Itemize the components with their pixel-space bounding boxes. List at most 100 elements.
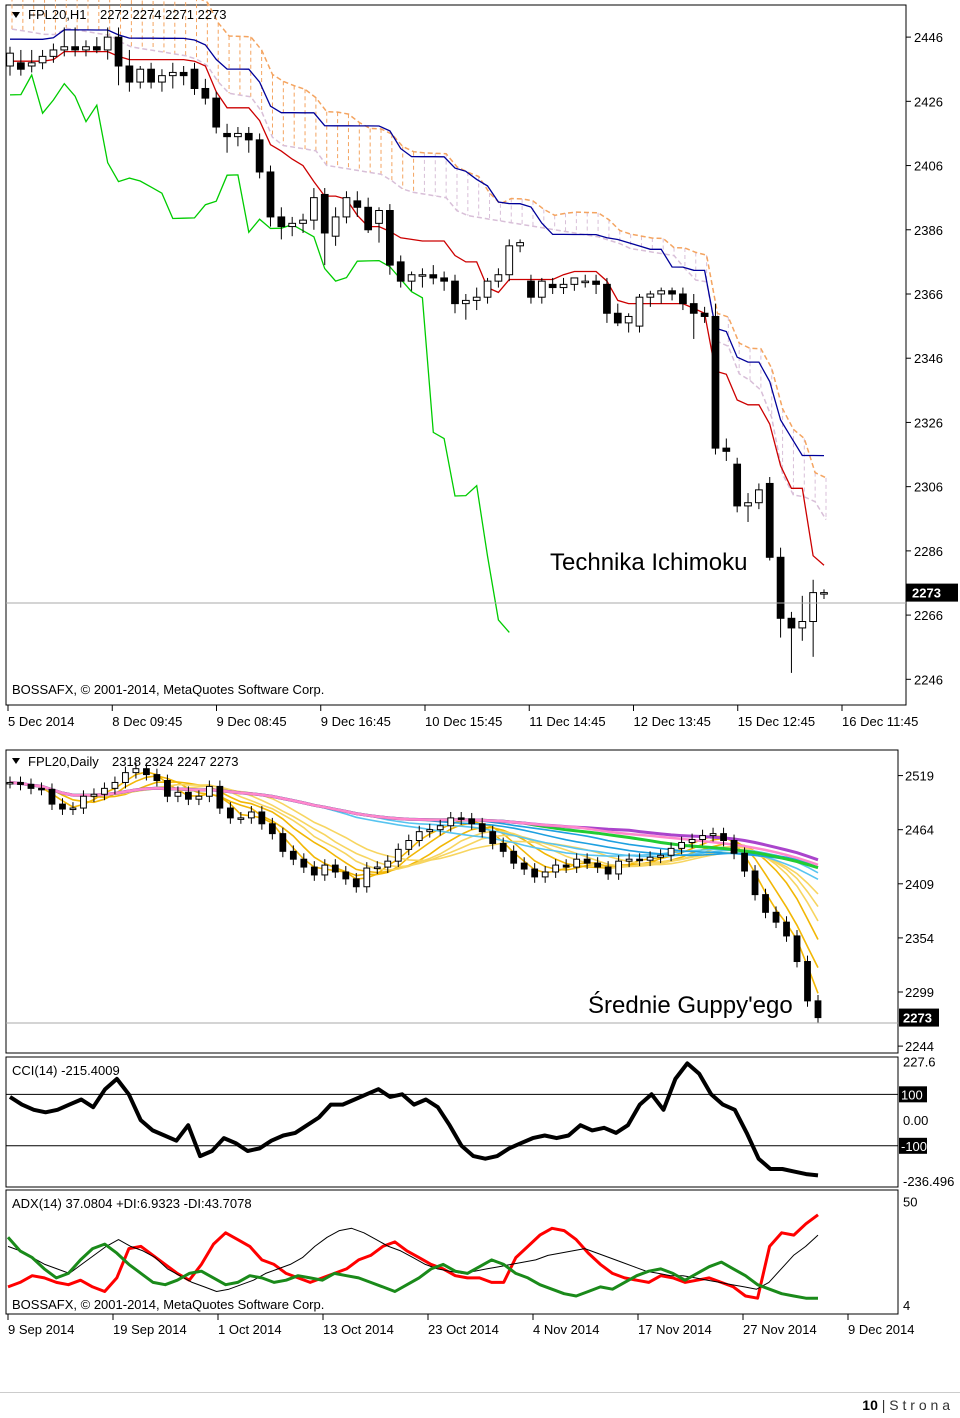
candle-body: [744, 502, 752, 507]
candle-body: [468, 818, 476, 825]
candle-body: [48, 788, 56, 805]
ichimoku-copyright: BOSSAFX, © 2001-2014, MetaQuotes Softwar…: [12, 682, 324, 697]
x-tick-label: 12 Dec 13:45: [634, 714, 711, 729]
candle-body: [461, 299, 470, 305]
page-number: 10 | S t r o n a: [862, 1397, 950, 1413]
candle-body: [17, 781, 24, 785]
x-tick-label: 9 Dec 16:45: [321, 714, 391, 729]
candle-body: [552, 864, 560, 873]
candle-body: [60, 46, 69, 51]
candle-body: [505, 245, 514, 276]
ichimoku-candles: [6, 27, 828, 673]
candle-body: [426, 829, 434, 833]
candle-body: [394, 848, 402, 862]
candle-body: [266, 171, 275, 218]
candle-body: [277, 216, 286, 228]
candle-body: [363, 867, 371, 888]
x-tick-label: 16 Dec 11:45: [842, 714, 918, 729]
candle-body: [418, 274, 427, 277]
cci-levels: [6, 1093, 898, 1147]
candle-body: [164, 779, 171, 797]
candle-body: [429, 274, 438, 279]
x-tick-label: 11 Dec 14:45: [529, 714, 605, 729]
candle-body: [809, 592, 818, 623]
adx-series-line: [7, 1227, 819, 1292]
cci-line: [8, 1061, 819, 1178]
candle-body: [320, 193, 329, 234]
candle-body: [814, 1000, 822, 1019]
collapse-triangle-icon[interactable]: [12, 12, 20, 18]
x-tick-label: 4 Nov 2014: [533, 1322, 600, 1337]
candle-body: [440, 277, 448, 282]
candle-body: [299, 219, 307, 224]
candle-body: [226, 807, 234, 819]
candle-body: [646, 856, 654, 861]
candle-body: [494, 274, 503, 282]
x-tick-label: 15 Dec 12:45: [738, 714, 815, 729]
candle-body: [604, 866, 612, 875]
candle-body: [700, 312, 709, 317]
candle-body: [415, 831, 423, 842]
candle-body: [733, 463, 742, 507]
candle-body: [90, 793, 98, 797]
candle-body: [190, 68, 199, 89]
candle-body: [174, 791, 182, 797]
candle-body: [364, 206, 373, 231]
candle-body: [342, 871, 350, 880]
candle-body: [125, 65, 134, 83]
adx-series-line: [7, 1213, 819, 1300]
candle-body: [6, 781, 14, 785]
candle-body: [436, 825, 444, 831]
x-tick-label: 1 Oct 2014: [218, 1322, 282, 1337]
collapse-triangle-icon[interactable]: [12, 758, 20, 764]
candle-body: [527, 280, 535, 298]
candle-body: [755, 489, 763, 504]
candle-body: [711, 315, 720, 449]
candle-body: [730, 840, 738, 854]
candle-body: [472, 296, 481, 301]
candle-body: [787, 617, 796, 629]
candle-body: [310, 197, 318, 221]
y-tick-label: 4: [903, 1298, 910, 1313]
candle-body: [111, 781, 119, 789]
candle-body: [405, 840, 413, 850]
candle-body: [201, 87, 210, 99]
x-tick-label: 10 Dec 15:45: [425, 714, 502, 729]
candle-body: [722, 447, 731, 452]
guppy-title: FPL20,Daily: [28, 754, 99, 769]
candle-body: [489, 831, 497, 844]
candle-body: [407, 274, 416, 282]
y-tick-label: 2464: [905, 823, 934, 838]
candle-body: [667, 847, 675, 856]
candle-body: [478, 823, 486, 833]
y-tick-label: 2426: [914, 94, 943, 109]
candle-body: [342, 197, 351, 218]
candle-body: [375, 210, 383, 224]
candle-body: [594, 862, 602, 868]
candle-body: [122, 772, 129, 783]
candle-body: [765, 482, 774, 558]
y-tick-label: 0.00: [903, 1113, 928, 1128]
page-number-separator: |: [881, 1397, 886, 1413]
candle-body: [657, 290, 666, 295]
candle-body: [143, 768, 150, 776]
candle-body: [168, 71, 177, 77]
candle-body: [216, 785, 224, 809]
y-tick-label: 2386: [914, 223, 943, 238]
candle-body: [27, 62, 36, 67]
senkou-span-b: [11, 27, 827, 520]
x-tick-label: 17 Nov 2014: [638, 1322, 712, 1337]
x-tick-label: 27 Nov 2014: [743, 1322, 817, 1337]
candle-body: [279, 833, 287, 852]
candle-body: [625, 858, 633, 862]
ichimoku-panel: 2446 2426 2406 2386 2366 2346 2326 2306 2286 2266…: [5, 0, 958, 729]
y-tick-label: 50: [903, 1194, 917, 1209]
current-price-label: 2273: [903, 1011, 932, 1026]
candle-body: [548, 283, 557, 289]
candle-body: [331, 864, 339, 873]
level-label-box: [899, 1086, 927, 1103]
candle-body: [147, 68, 155, 83]
y-tick-label: 2306: [914, 480, 943, 495]
cci-plot-frame: [5, 1056, 899, 1188]
tenkan-sen: [10, 50, 825, 566]
